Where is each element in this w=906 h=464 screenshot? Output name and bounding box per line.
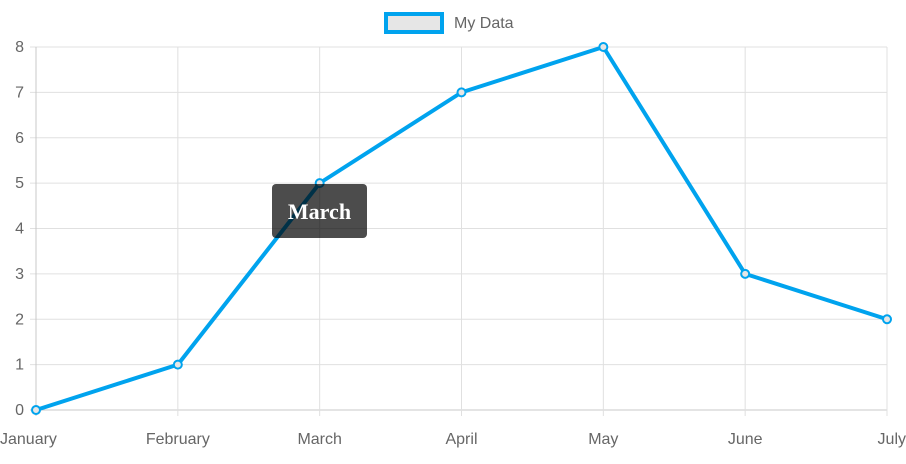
x-tick-label: May — [588, 431, 618, 448]
y-tick-label: 7 — [15, 84, 24, 101]
tooltip-text: March — [288, 199, 351, 224]
x-tick-label: July — [878, 431, 906, 448]
data-point — [456, 87, 467, 98]
y-tick-label: 6 — [15, 130, 24, 147]
legend-label[interactable]: My Data — [454, 15, 514, 32]
data-point — [882, 314, 892, 325]
x-tick-label: April — [445, 431, 477, 448]
x-tick-label: January — [0, 431, 57, 448]
data-point — [172, 359, 183, 370]
axis-ticks: 0 1 2 3 4 5 6 7 8 January February March April May Jun… — [0, 39, 906, 448]
legend-swatch[interactable] — [384, 12, 444, 34]
y-tick-label: 2 — [15, 311, 24, 328]
y-tick-label: 8 — [15, 39, 24, 56]
y-tick-label: 3 — [15, 266, 24, 283]
x-tick-label: February — [146, 431, 210, 448]
y-tick-label: 4 — [15, 221, 24, 238]
data-point — [598, 42, 609, 52]
y-tick-label: 1 — [15, 357, 24, 374]
data-point — [31, 405, 41, 415]
x-tick-label: March — [297, 431, 341, 448]
y-tick-label: 5 — [15, 175, 24, 192]
grid — [30, 46, 888, 416]
x-tick-label: June — [728, 431, 763, 448]
legend[interactable]: My Data — [384, 12, 514, 34]
y-tick-label: 0 — [15, 402, 24, 419]
tooltip-box — [272, 184, 367, 238]
tooltip: March — [272, 184, 367, 238]
data-point — [740, 268, 751, 279]
